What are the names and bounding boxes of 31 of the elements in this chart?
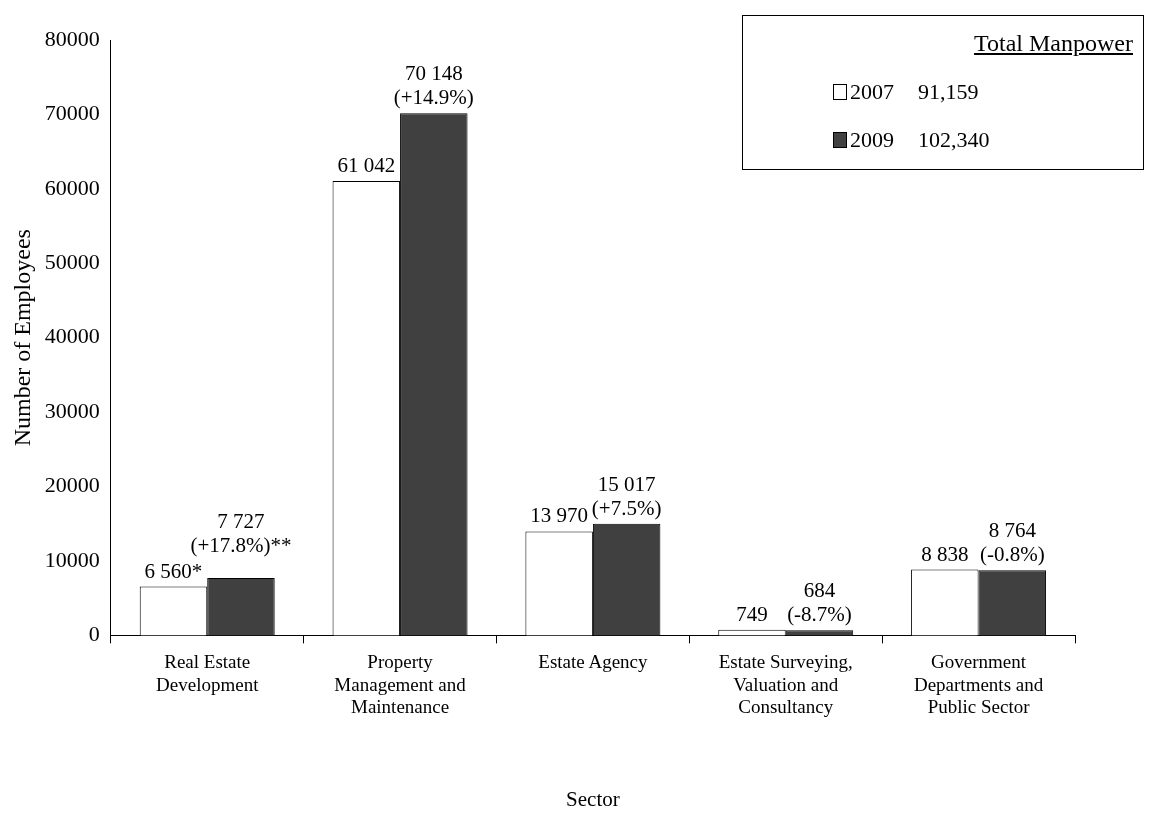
- data-label: 13 970: [530, 503, 589, 528]
- annotation: 102,340: [918, 127, 990, 153]
- annotation: 91,159: [918, 79, 979, 105]
- x-tick-label: Government Departments and Public Sector: [913, 650, 1044, 718]
- legend-label: 2007: [850, 79, 894, 105]
- y-tick-label: 30000: [44, 397, 100, 423]
- data-label: 8 764 (-0.8%): [979, 518, 1045, 567]
- data-label: 8 838: [921, 541, 969, 566]
- data-label: 6 560*: [144, 558, 203, 583]
- y-tick-label: 80000: [44, 25, 100, 51]
- data-label: 749: [736, 601, 768, 626]
- data-label: 7 727 (+17.8%)**: [190, 508, 292, 557]
- y-axis-title: Number of Employees: [8, 229, 35, 447]
- data-label: 15 017 (+7.5%): [591, 471, 662, 520]
- y-tick-label: 40000: [44, 323, 100, 349]
- data-label: 684 (-8.7%): [787, 578, 852, 627]
- legend-title: Total Manpower: [973, 30, 1133, 57]
- data-label: 70 148 (+14.9%): [393, 61, 474, 110]
- x-tick-label: Real Estate Development: [156, 650, 260, 695]
- y-tick-label: 70000: [44, 100, 100, 126]
- y-tick-label: 50000: [44, 249, 100, 275]
- legend-label: 2009: [850, 127, 894, 153]
- x-axis-title: Sector: [566, 786, 620, 811]
- x-tick-label: Estate Agency: [538, 650, 648, 672]
- y-tick-label: 10000: [44, 546, 100, 572]
- y-tick-label: 20000: [44, 472, 100, 498]
- data-label: 61 042: [337, 153, 396, 178]
- y-tick-label: 0: [88, 621, 100, 647]
- y-tick-label: 60000: [44, 174, 100, 200]
- x-tick-label: Estate Surveying, Valuation and Consultancy: [718, 650, 853, 718]
- x-tick-label: Property Management and Maintenance: [334, 650, 467, 718]
